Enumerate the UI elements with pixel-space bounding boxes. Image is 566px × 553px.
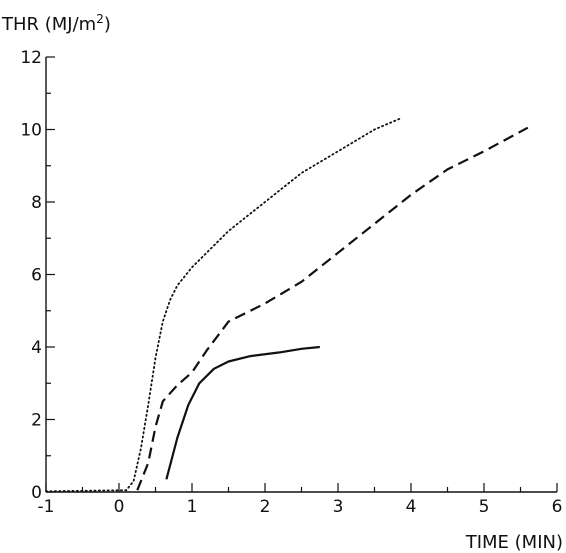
x-tick-label: 6 — [552, 497, 563, 517]
y-axis-label-main: THR (MJ/m — [1, 14, 96, 35]
y-tick-label: 12 — [20, 48, 42, 68]
y-tick-label: 2 — [31, 411, 42, 431]
series-line-solid — [165, 345, 320, 480]
x-tick-label: 0 — [114, 497, 125, 517]
x-tick-label: 2 — [260, 497, 271, 517]
series-line-dashed — [136, 126, 529, 491]
x-tick-label: 4 — [406, 497, 417, 517]
x-tick-label: 3 — [333, 497, 344, 517]
y-tick-label: 4 — [31, 338, 42, 358]
y-axis-label-superscript: 2 — [96, 12, 104, 26]
y-axis-label-close: ) — [104, 14, 111, 35]
y-tick-label: 10 — [20, 121, 42, 141]
series-line-dotted — [45, 117, 401, 493]
y-axis-label: THR (MJ/m2) — [1, 12, 111, 35]
x-tick-label: -1 — [38, 497, 55, 517]
y-tick-label: 6 — [31, 266, 42, 286]
x-tick-label: 1 — [187, 497, 198, 517]
y-tick-label: 0 — [31, 483, 42, 503]
y-tick-label: 8 — [31, 193, 42, 213]
x-axis-label: TIME (MIN) — [465, 532, 563, 553]
chart-series-layer — [45, 117, 529, 493]
x-tick-label: 5 — [479, 497, 490, 517]
